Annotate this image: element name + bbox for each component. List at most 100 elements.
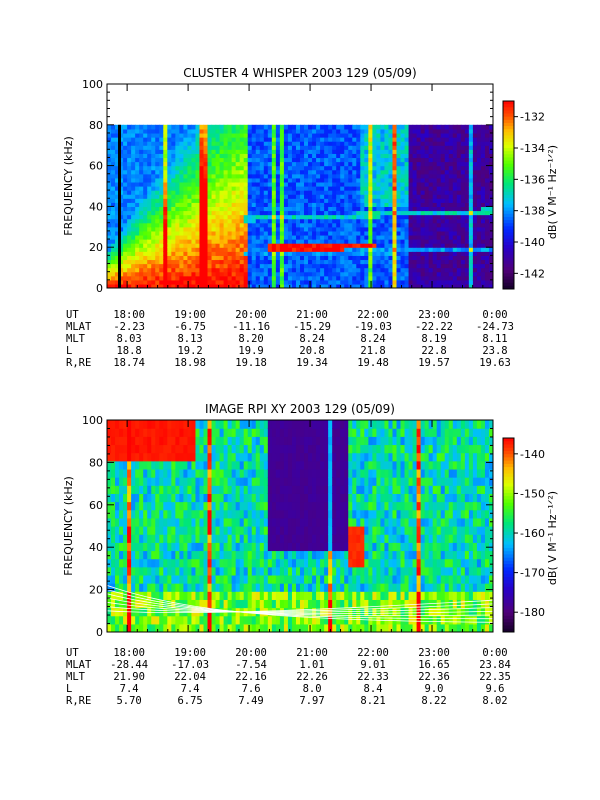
spectrogram-cell [235,574,241,584]
spectrogram-cell [119,132,124,138]
spectrogram-cell [456,210,462,216]
spectrogram-cell [400,263,406,269]
spectrogram-cell [380,239,386,244]
spectrogram-cell [183,190,189,195]
spectrogram-cell [175,218,180,224]
spectrogram-cell [199,186,205,191]
spectrogram-cell [440,165,446,171]
spectrogram-cell [211,477,217,486]
spectrogram-cell [312,177,317,183]
spectrogram-cell [111,145,116,150]
spectrogram-cell [380,255,386,261]
spectrogram-cell [107,177,112,183]
spectrogram-cell [436,157,442,163]
spectrogram-cell [223,137,229,142]
spectrogram-cell [243,137,249,142]
spectrogram-cell [432,283,438,288]
spectrogram-cell [444,181,450,187]
spectrogram-cell [388,234,394,240]
spectrogram-cell [364,279,369,285]
spectrogram-cell [396,210,402,216]
spectrogram-cell [243,186,249,191]
spectrogram-cell [203,226,209,232]
spectrogram-cell [215,247,221,252]
spectrogram-cell [159,468,164,478]
spectrogram-cell [456,177,462,183]
spectrogram-cell [472,198,478,203]
spectrogram-cell [372,210,377,216]
spectrogram-cell [404,214,410,220]
spectrogram-cell [287,157,293,163]
spectrogram-cell [488,243,493,248]
spectrogram-cell [119,526,124,535]
spectrogram-cell [171,198,176,203]
spectrogram-cell [107,165,112,171]
spectrogram-cell [324,165,329,171]
spectrogram-cell [404,243,410,248]
spectrogram-cell [243,517,249,527]
spectrogram-cell [135,206,140,212]
spectrogram-cell [380,194,386,199]
spectrogram-cell [135,550,140,560]
spectrogram-cell [243,526,249,535]
spectrogram-cell [183,218,189,224]
spectrogram-cell [460,239,466,244]
spectrogram-cell [119,141,124,146]
spectrogram-cell [304,202,309,207]
spectrogram-cell [388,137,394,142]
spectrogram-cell [183,141,189,146]
spectrogram-cell [147,485,152,494]
spectrogram-cell [384,194,390,199]
spectrogram-cell [283,169,289,175]
spectrogram-cell [155,517,160,527]
spectrogram-cell [111,574,116,584]
spectrogram-cell [199,239,205,244]
spectrogram-cell [227,128,233,134]
spectrogram-cell [312,145,317,150]
spectrogram-cell [300,153,305,159]
spectrogram-cell [384,226,390,232]
spectrogram-cell [139,198,144,203]
spectrogram-cell [464,149,470,154]
spectrogram-cell [488,251,493,256]
spectrogram-cell [408,161,414,167]
spectrogram-cell [328,137,333,142]
spectrogram-cell [480,177,486,183]
spectrogram-cell [107,132,112,138]
spectrogram-cell [448,275,454,281]
spectrogram-cell [300,177,305,183]
spectrogram-cell [344,165,349,171]
spectrogram-cell [151,239,156,244]
spectrogram-cell [235,558,241,568]
spectrogram-cell [151,124,156,130]
spectrogram-cell [119,177,124,183]
spectrogram-cell [271,226,277,232]
spectrogram-cell [143,222,148,228]
spectrogram-cell [275,145,281,150]
spectrogram-cell [291,194,297,199]
spectrogram-cell [115,145,120,150]
spectrogram-cell [464,165,470,171]
spectrogram-cell [167,468,172,478]
spectrogram-cell [316,198,321,203]
spectrogram-cell [412,247,418,252]
spectrogram-cell [267,149,273,154]
spectrogram-cell [484,149,490,154]
spectrogram-cell [372,230,377,236]
spectrogram-cell [344,251,349,256]
spectrogram-cell [263,218,269,224]
spectrogram-cell [283,279,289,285]
spectrogram-cell [183,132,189,138]
spectrogram-cell [227,255,233,261]
spectrogram-cell [127,202,132,207]
colorbar-step [503,235,514,240]
spectrogram-cell [440,255,446,261]
spectrogram-cell [163,623,168,632]
spectrogram-cell [428,214,434,220]
spectrogram-cell [328,141,333,146]
spectrogram-cell [440,251,446,256]
spectrogram-cell [340,243,345,248]
spectrogram-cell [259,234,265,240]
spectrogram-cell [436,234,442,240]
spectrogram-cell [199,534,205,543]
